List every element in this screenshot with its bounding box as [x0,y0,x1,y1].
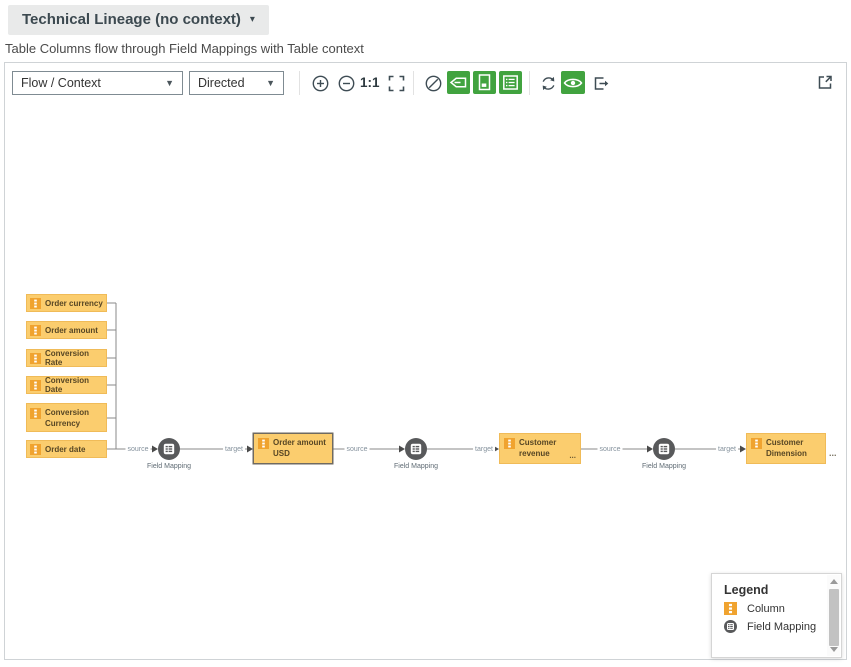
column-icon [30,443,41,455]
field-mapping-icon [163,443,175,455]
field-mapping-node[interactable] [653,438,675,460]
chevron-down-icon: ▼ [266,78,275,88]
column-node-conversion-rate[interactable]: Conversion Rate [26,349,107,367]
field-mapping-caption: Field Mapping [394,463,438,470]
legend-item-field-mapping: Field Mapping [724,620,841,633]
zoom-in-button[interactable] [310,73,330,93]
field-mapping-caption: Field Mapping [147,463,191,470]
toolbar-separator [529,71,530,95]
layout-select-value: Flow / Context [21,76,101,90]
edge-label-source: source [344,445,370,454]
refresh-button[interactable] [538,73,558,93]
column-node-label: Order date [45,444,86,454]
column-node-order-date[interactable]: Order date [26,440,107,458]
tag-toggle-button[interactable] [447,71,470,94]
refresh-icon [542,76,554,90]
column-icon [724,602,737,615]
legend-item-column: Column [724,602,841,615]
column-node-label: Conversion Currency [45,408,90,429]
column-node-label: Order amount [45,325,98,335]
legend-panel: Legend Column Field Mapping [711,573,842,658]
fit-screen-button[interactable] [386,73,406,93]
column-icon [258,438,269,449]
edge-label-target: target [223,445,245,454]
column-node-customer-dimension[interactable]: Customer Dimension [746,433,826,464]
fit-screen-icon [388,75,404,91]
eye-icon [563,78,583,87]
column-node-label: Order currency [45,298,103,308]
chevron-down-icon: ▼ [165,78,174,88]
page-title: Technical Lineage (no context) [22,11,241,28]
column-icon [30,297,41,309]
legend-item-label: Column [747,602,785,615]
export-icon [594,76,608,90]
zoom-out-icon [338,75,354,91]
legend-item-label: Field Mapping [747,620,817,633]
zoom-out-button[interactable] [336,73,356,93]
open-external-button[interactable] [815,72,835,92]
column-node-label: Order amount USD [273,438,326,459]
direction-select[interactable]: Directed ▼ [189,71,284,95]
visibility-toggle-button[interactable] [561,71,585,94]
scroll-down-icon[interactable] [829,647,838,652]
scrollbar-thumb[interactable] [828,589,839,646]
edge-label-target: target [473,445,495,454]
list-toggle-button[interactable] [499,71,522,94]
chevron-down-icon: ▾ [249,14,255,25]
legend-title: Legend [724,583,769,597]
column-icon [30,379,41,391]
list-icon [503,75,518,90]
column-node-label: Customer Dimension [766,438,807,459]
column-node-order-currency[interactable]: Order currency [26,294,107,312]
field-mapping-icon [410,443,422,455]
edge-label-source: source [597,445,623,454]
lineage-canvas: Flow / Context ▼ Directed ▼ 1:1 [4,62,847,660]
direction-select-value: Directed [198,76,245,90]
export-button[interactable] [590,73,610,93]
column-icon [751,438,762,449]
timer-button[interactable] [423,73,443,93]
field-mapping-node[interactable] [158,438,180,460]
truncation-ellipsis: ... [569,450,576,460]
column-node-order-amount-usd[interactable]: Order amount USD [253,433,333,464]
column-node-conversion-currency[interactable]: Conversion Currency [26,403,107,432]
column-icon [30,324,41,336]
toolbar-separator [413,71,414,95]
column-icon [30,408,41,419]
field-mapping-node[interactable] [405,438,427,460]
field-mapping-icon [658,443,670,455]
column-icon [504,438,515,449]
document-icon [478,74,491,91]
overflow-ellipsis: ... [829,448,837,458]
field-mapping-icon [724,620,737,633]
column-node-conversion-date[interactable]: Conversion Date [26,376,107,394]
field-mapping-caption: Field Mapping [642,463,686,470]
zoom-in-icon [312,75,328,91]
legend-scrollbar[interactable] [827,575,840,656]
timer-icon [425,75,441,91]
lineage-diagram-surface[interactable]: Order currency Order amount Conversion R… [5,63,846,659]
tag-icon [449,77,467,88]
column-node-order-amount[interactable]: Order amount [26,321,107,339]
edge-lines [107,302,746,453]
external-link-icon [818,75,832,89]
page-subtitle: Table Columns flow through Field Mapping… [5,41,364,56]
edge-label-source: source [125,445,151,454]
layout-select[interactable]: Flow / Context ▼ [12,71,183,95]
scroll-up-icon[interactable] [829,579,838,584]
column-icon [30,352,41,364]
column-node-label: Customer revenue [519,438,557,459]
lineage-title-dropdown[interactable]: Technical Lineage (no context) ▾ [8,5,269,35]
toolbar-separator [299,71,300,95]
column-node-label: Conversion Rate [45,349,90,367]
edge-label-target: target [716,445,738,454]
column-node-label: Conversion Date [45,376,90,394]
zoom-actual-button[interactable]: 1:1 [360,75,380,90]
report-toggle-button[interactable] [473,71,496,94]
column-node-customer-revenue[interactable]: Customer revenue ... [499,433,581,464]
